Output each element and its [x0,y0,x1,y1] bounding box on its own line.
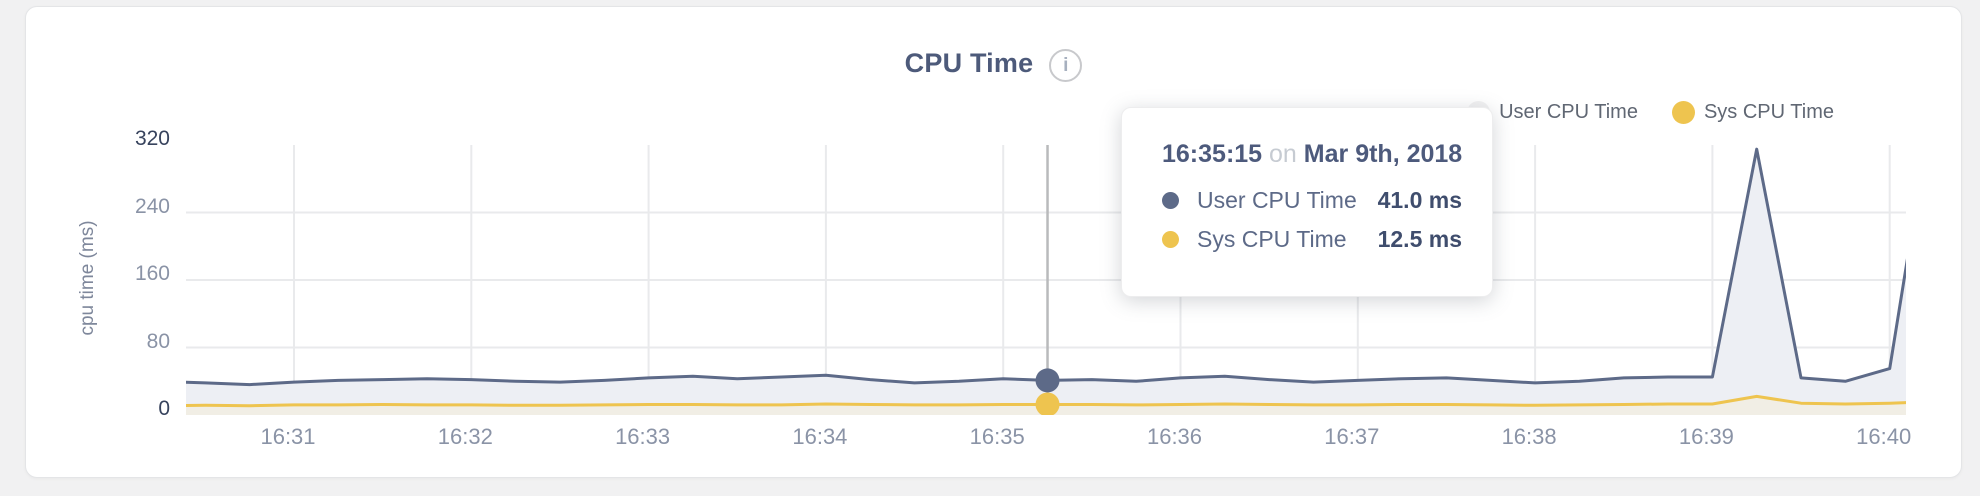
tooltip-date: Mar 9th, 2018 [1303,140,1463,168]
y-tick-label: 240 [134,194,170,218]
y-tick-label: 0 [158,397,170,420]
x-tick-label: 16:37 [1324,424,1380,449]
chart-header: CPU Time i [26,45,1961,82]
selected-point-user[interactable] [1035,368,1060,393]
x-tick-label: 16:35 [969,424,1025,449]
sys-cpu-dot-icon [1162,231,1179,248]
x-tick-label: 16:33 [615,424,671,449]
area-fill [186,149,1906,415]
info-icon[interactable]: i [1049,49,1083,82]
x-tick-label: 16:40 [1856,424,1912,449]
tooltip-row-label: Sys CPU Time [1197,226,1347,252]
legend-label: Sys CPU Time [1703,101,1834,123]
tooltip-row-label: User CPU Time [1197,187,1357,213]
sys-cpu-legend-dot-icon [1671,101,1695,124]
legend-label: User CPU Time [1499,101,1638,123]
x-tick-label: 16:36 [1146,424,1203,449]
x-tick-label: 16:34 [792,424,848,449]
tooltip-row-value: 41.0 ms [1377,187,1462,213]
tooltip-timestamp: 16:35:15 on Mar 9th, 2018 [1162,140,1462,169]
tooltip-row-value: 12.5 ms [1377,226,1462,252]
selected-point-sys[interactable] [1035,392,1060,415]
cpu-time-chart-panel: CPU Time i User CPU Time Sys CPU Time cp… [25,6,1962,478]
x-tick-label: 16:38 [1501,424,1557,449]
plot-area[interactable] [186,145,1906,415]
cpu-time-line-chart[interactable] [186,145,1906,415]
series-line [186,147,1906,387]
y-tick-label: 80 [146,329,170,353]
tooltip-row-user-cpu: User CPU Time 41.0 ms [1162,187,1462,214]
chart-title: CPU Time [904,48,1034,78]
chart-legend: User CPU Time Sys CPU Time [1467,101,1834,124]
x-tick-label: 16:39 [1678,424,1734,449]
y-tick-label: 320 [134,127,170,150]
chart-tooltip: 16:35:15 on Mar 9th, 2018 User CPU Time … [1121,107,1493,297]
tooltip-time: 16:35:15 [1162,140,1263,168]
user-cpu-dot-icon [1162,192,1179,209]
y-tick-label: 160 [134,262,170,285]
tooltip-row-sys-cpu: Sys CPU Time 12.5 ms [1162,226,1462,253]
legend-item-sys-cpu-time[interactable]: Sys CPU Time [1671,101,1834,124]
x-tick-label: 16:32 [437,424,493,449]
x-tick-label: 16:31 [260,424,316,449]
tooltip-preposition: on [1269,140,1297,168]
